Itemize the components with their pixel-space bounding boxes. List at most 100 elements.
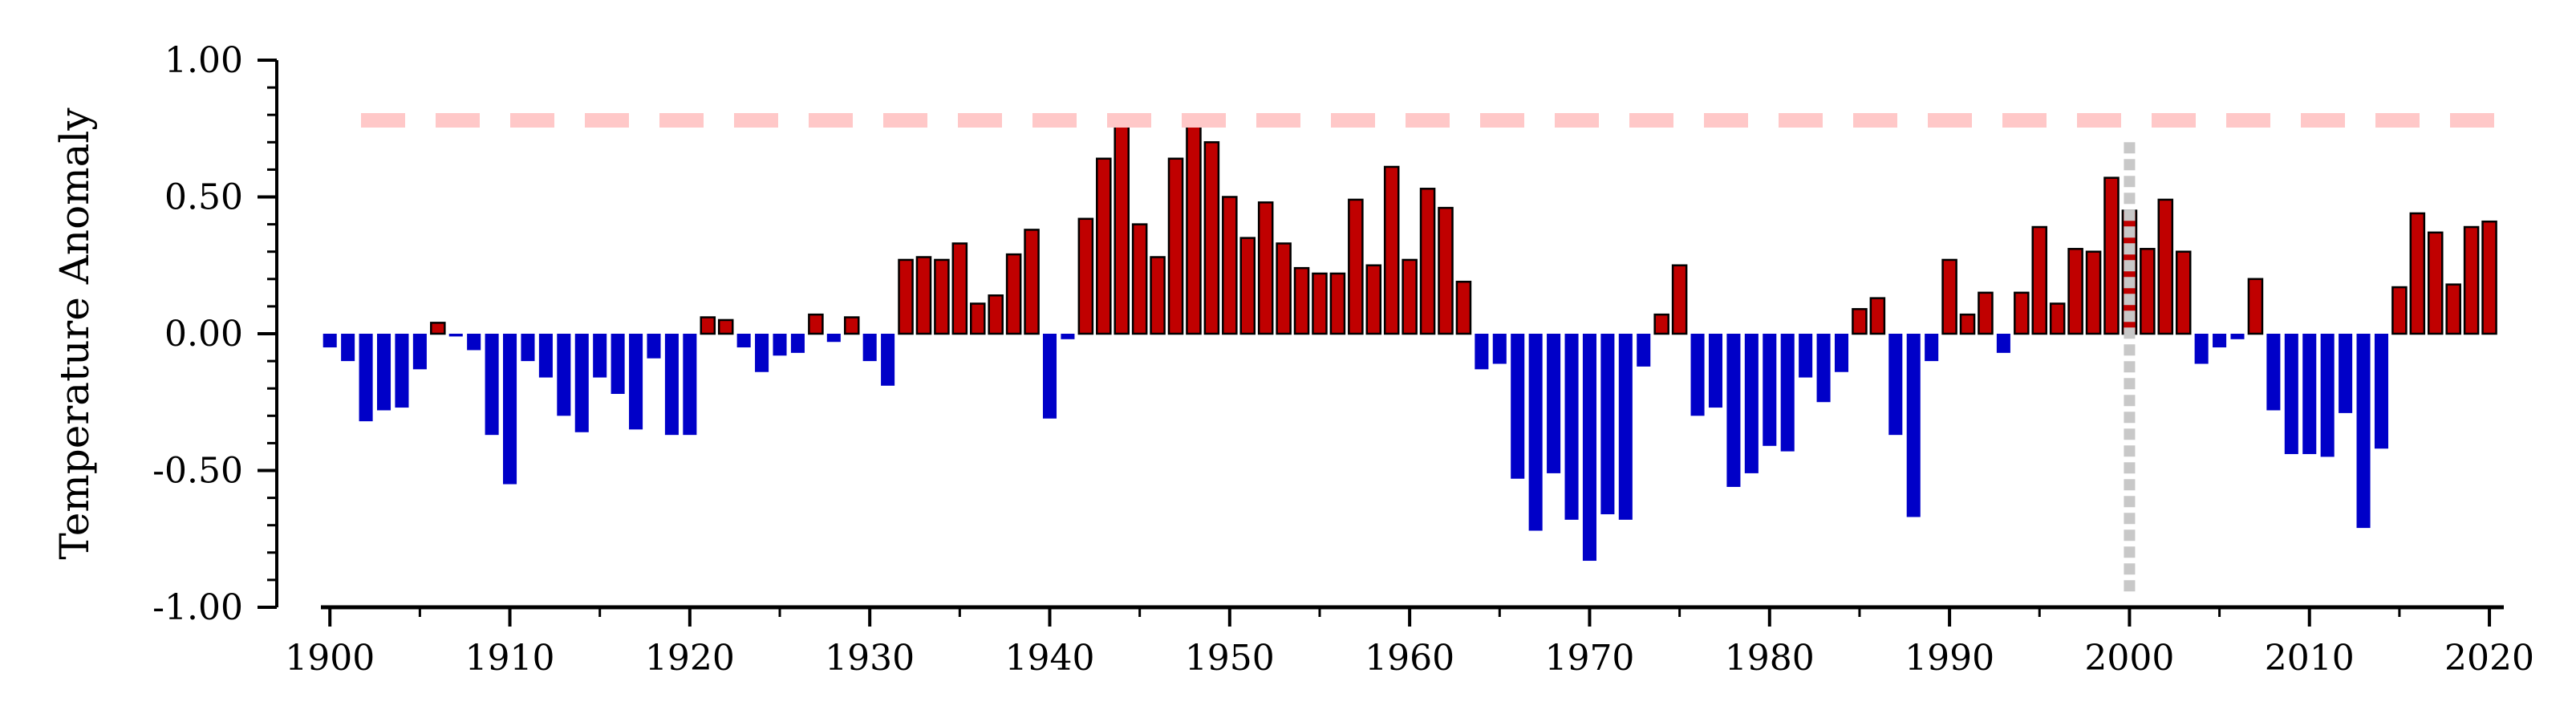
bar-1989: [1925, 334, 1939, 362]
bar-1967: [1528, 334, 1543, 531]
bar-2003: [2175, 250, 2192, 335]
bar-1926: [790, 334, 805, 353]
bar-1904: [395, 334, 409, 408]
bar-1976: [1690, 334, 1705, 416]
bar-1985: [1852, 308, 1868, 335]
bar-1924: [755, 334, 769, 372]
x-tick-label: 2010: [2265, 638, 2355, 679]
bar-1959: [1383, 165, 1400, 335]
bar-2018: [2445, 283, 2461, 335]
bar-2006: [2230, 334, 2245, 339]
bar-2007: [2247, 278, 2264, 335]
bar-1982: [1799, 334, 1813, 378]
bar-1920: [683, 334, 697, 436]
bar-1969: [1564, 334, 1579, 520]
bar-1905: [412, 334, 427, 370]
bar-1952: [1257, 201, 1274, 335]
bar-1951: [1239, 237, 1256, 335]
bar-1963: [1455, 280, 1472, 335]
bar-1998: [2085, 250, 2102, 335]
bar-2020: [2481, 220, 2497, 335]
bar-1953: [1276, 242, 1292, 335]
x-tick-label: 1900: [285, 638, 375, 679]
bar-1916: [611, 334, 625, 395]
bar-1902: [359, 334, 373, 422]
bar-1940: [1042, 334, 1057, 419]
bar-1917: [629, 334, 643, 430]
bar-1900: [323, 334, 337, 348]
bar-1933: [915, 256, 932, 335]
bar-2017: [2427, 231, 2444, 335]
bar-1919: [664, 334, 679, 436]
bar-1925: [773, 334, 787, 356]
bar-1946: [1150, 256, 1166, 335]
bar-1911: [521, 334, 535, 362]
y-tick-label: -0.50: [152, 451, 243, 492]
bar-1986: [1869, 297, 1886, 335]
bar-1928: [826, 334, 841, 343]
bar-1947: [1167, 157, 1184, 335]
bar-1935: [951, 242, 968, 335]
bar-2009: [2284, 334, 2298, 455]
bar-1958: [1365, 264, 1382, 335]
bar-1939: [1024, 229, 1040, 335]
bar-2013: [2356, 334, 2371, 529]
x-tick-label: 1960: [1365, 638, 1454, 679]
bar-1906: [430, 322, 446, 335]
bar-1994: [2014, 291, 2030, 335]
bar-1972: [1618, 334, 1633, 520]
x-tick-label: 1930: [825, 638, 915, 679]
bar-2010: [2302, 334, 2317, 455]
bar-1957: [1348, 198, 1364, 335]
bar-1991: [1959, 313, 1976, 335]
bar-1961: [1419, 188, 1436, 335]
bar-1993: [1996, 334, 2010, 353]
bar-1981: [1780, 334, 1795, 452]
bar-1909: [485, 334, 499, 436]
bar-1955: [1312, 272, 1328, 335]
bar-1966: [1511, 334, 1525, 479]
bar-1977: [1708, 334, 1722, 408]
bar-1978: [1726, 334, 1741, 487]
bar-2002: [2157, 198, 2174, 335]
bar-1971: [1600, 334, 1615, 515]
bar-1932: [898, 258, 914, 335]
x-tick-label: 1920: [645, 638, 735, 679]
bar-1922: [717, 318, 734, 335]
bar-1964: [1475, 334, 1489, 370]
bar-1910: [503, 334, 517, 485]
bar-1988: [1906, 334, 1921, 517]
y-tick-label: 1.00: [164, 40, 243, 81]
x-tick-label: 1940: [1005, 638, 1095, 679]
bar-2004: [2194, 334, 2209, 364]
bar-2005: [2213, 334, 2227, 348]
y-tick-label: 0.00: [164, 314, 243, 355]
x-tick-label: 1980: [1725, 638, 1815, 679]
bar-1908: [467, 334, 481, 351]
bars-group: [323, 119, 2497, 562]
x-tick-label: 2000: [2084, 638, 2174, 679]
bar-1962: [1438, 206, 1454, 335]
bar-1990: [1941, 258, 1957, 335]
bar-2014: [2374, 334, 2388, 449]
bar-2001: [2140, 248, 2156, 335]
bar-2008: [2266, 334, 2281, 411]
bar-1930: [862, 334, 877, 362]
bar-1923: [736, 334, 751, 348]
bar-1987: [1888, 334, 1903, 436]
bar-1997: [2067, 248, 2083, 335]
bar-1936: [969, 302, 986, 335]
bar-1948: [1186, 119, 1202, 335]
x-tick-label: 2020: [2444, 638, 2534, 679]
bar-1970: [1582, 334, 1596, 562]
bar-2015: [2391, 286, 2408, 335]
bar-1956: [1329, 272, 1346, 335]
bar-1907: [448, 334, 463, 337]
y-tick-label: 0.50: [164, 177, 243, 218]
bar-1943: [1096, 157, 1112, 335]
bar-1945: [1131, 223, 1148, 335]
bar-2011: [2320, 334, 2335, 457]
bar-1942: [1077, 217, 1094, 335]
bar-1974: [1653, 313, 1669, 335]
